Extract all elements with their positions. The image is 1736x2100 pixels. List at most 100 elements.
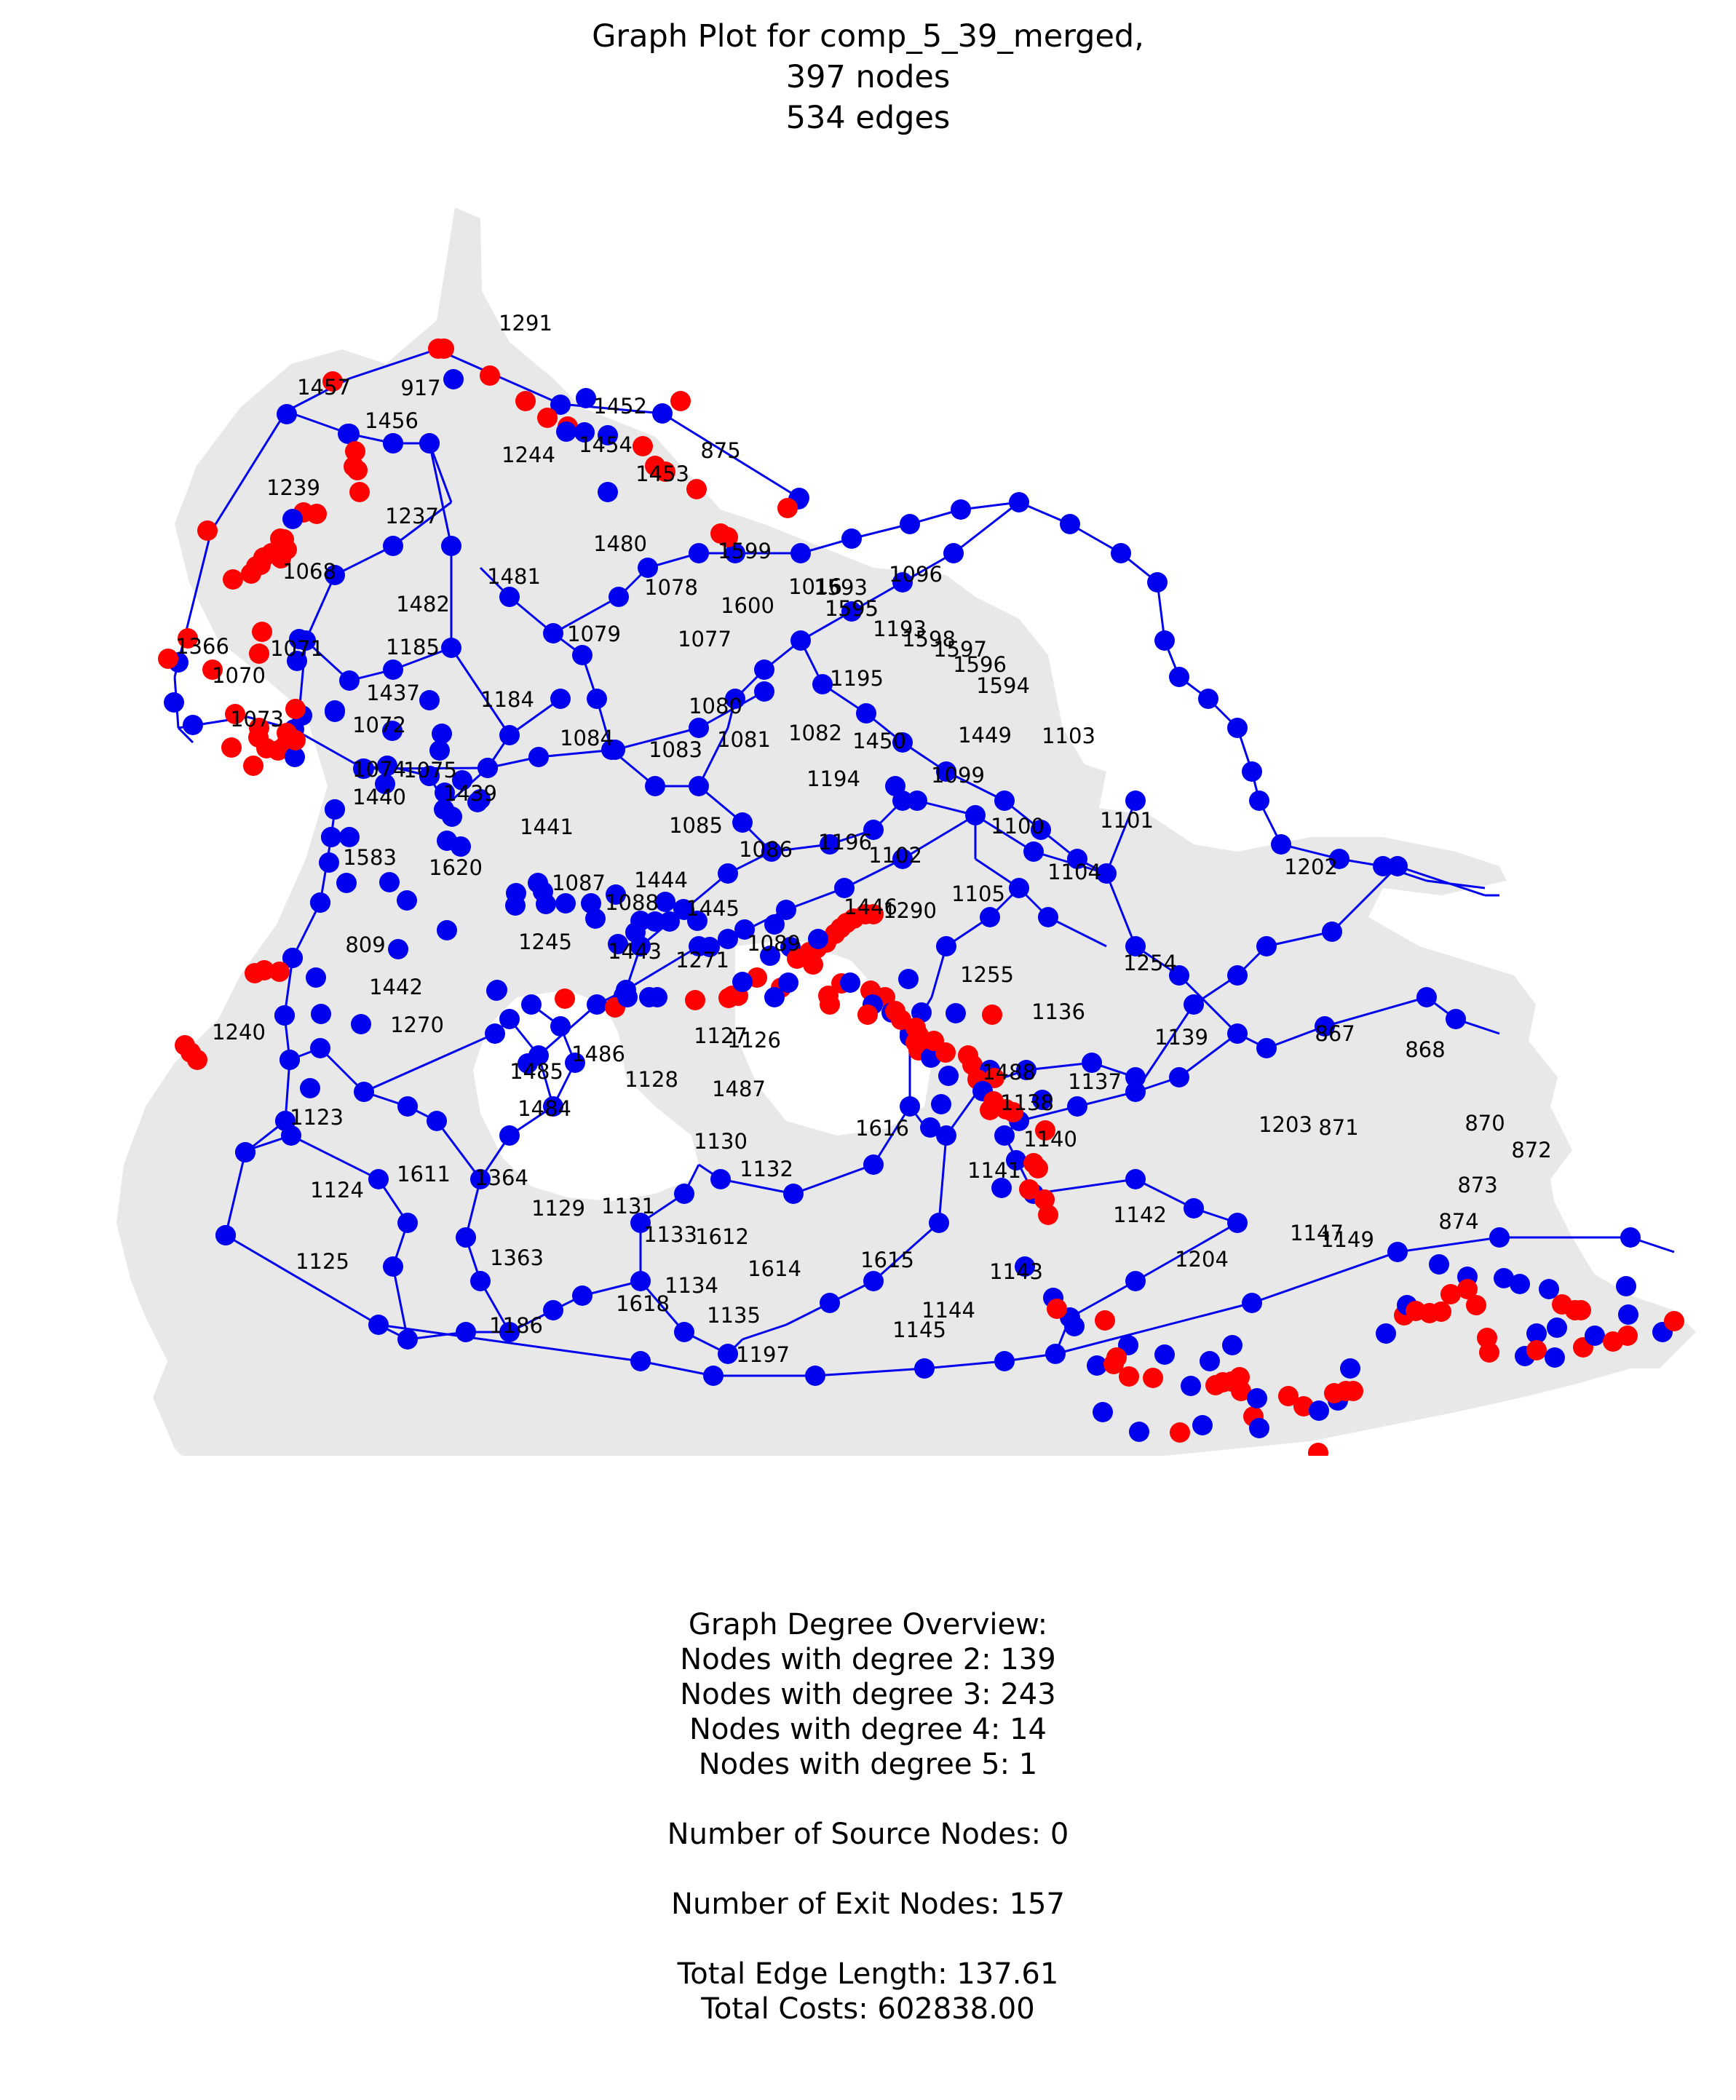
- internal-node: [282, 509, 303, 529]
- graph-edge: [946, 770, 1005, 802]
- internal-node: [339, 827, 360, 847]
- graph-edge: [1397, 1236, 1500, 1253]
- exit-node: [1095, 1310, 1115, 1331]
- internal-node: [388, 939, 408, 959]
- internal-node: [274, 1005, 295, 1026]
- internal-node: [778, 972, 798, 993]
- internal-node: [280, 1050, 300, 1070]
- stats-degree-3: Nodes with degree 3: 243: [680, 1678, 1056, 1711]
- internal-node: [645, 776, 665, 796]
- internal-node: [287, 651, 307, 671]
- internal-node: [429, 740, 450, 761]
- internal-node: [606, 884, 626, 905]
- graph-edge: [1178, 974, 1239, 1035]
- internal-node: [892, 732, 913, 753]
- internal-node: [427, 1111, 447, 1131]
- node-label: 1196: [818, 830, 872, 855]
- graph-edge: [815, 1367, 925, 1377]
- internal-node: [397, 1329, 418, 1350]
- exit-node: [223, 569, 243, 590]
- graph-edge: [742, 1323, 787, 1341]
- exit-node: [1035, 1120, 1055, 1141]
- internal-node: [289, 629, 309, 649]
- graph-edge: [662, 412, 800, 499]
- internal-node: [383, 536, 403, 556]
- internal-node: [898, 969, 919, 989]
- node-label: 1595: [825, 596, 879, 621]
- internal-node: [585, 908, 606, 929]
- graph-edge: [953, 501, 1020, 555]
- internal-node: [1315, 1016, 1335, 1037]
- internal-node: [383, 1256, 403, 1277]
- internal-node: [938, 1066, 959, 1086]
- node-label: 1077: [678, 627, 732, 651]
- internal-node: [638, 558, 658, 578]
- internal-node: [687, 911, 708, 931]
- exit-node: [225, 704, 245, 724]
- node-label: 870: [1464, 1111, 1505, 1136]
- graph-nodes: [158, 338, 1684, 1456]
- internal-node: [1125, 1067, 1146, 1087]
- node-label: 1593: [814, 575, 868, 600]
- internal-node: [499, 725, 520, 745]
- internal-node: [601, 740, 622, 760]
- internal-node: [703, 1366, 724, 1386]
- internal-node: [1032, 1090, 1053, 1110]
- internal-node: [528, 747, 549, 767]
- graph-title: Graph Plot for comp_5_39_merged, 397 nod…: [0, 16, 1736, 138]
- internal-node: [383, 659, 403, 680]
- internal-node: [1125, 791, 1146, 811]
- node-label: 1133: [643, 1222, 697, 1247]
- internal-node: [282, 948, 303, 968]
- stats-spacer-3: [0, 1922, 1736, 1957]
- internal-node: [1006, 1150, 1026, 1170]
- graph-edge: [720, 1178, 794, 1195]
- internal-node: [647, 987, 667, 1007]
- exit-node: [187, 1050, 207, 1070]
- exit-node: [1278, 1386, 1299, 1406]
- node-label: 1086: [739, 837, 793, 862]
- internal-node: [673, 899, 694, 919]
- node-label: 1596: [953, 652, 1007, 677]
- internal-node: [382, 721, 403, 741]
- graph-edge: [435, 1120, 482, 1180]
- internal-node: [834, 878, 855, 898]
- internal-node: [1616, 1276, 1636, 1296]
- stats-source-nodes: Number of Source Nodes: 0: [667, 1818, 1069, 1851]
- exit-node: [269, 962, 290, 982]
- internal-node: [325, 799, 345, 820]
- internal-node: [368, 1169, 389, 1189]
- internal-node: [699, 937, 720, 957]
- node-label: 1454: [579, 432, 633, 457]
- stats-spacer-1: [0, 1782, 1736, 1817]
- internal-node: [1620, 1227, 1641, 1248]
- internal-node: [863, 820, 884, 840]
- node-label: 1068: [282, 559, 336, 584]
- internal-node: [321, 827, 341, 847]
- exit-node: [202, 659, 223, 680]
- internal-node: [543, 1300, 563, 1320]
- internal-node: [1192, 1415, 1213, 1435]
- node-label: 1480: [593, 531, 647, 556]
- internal-node: [379, 872, 400, 892]
- node-label: 1441: [520, 815, 574, 839]
- graph-edge: [625, 945, 699, 991]
- exit-node: [252, 622, 272, 642]
- graph-edge: [924, 1360, 1005, 1370]
- internal-node: [485, 1023, 505, 1044]
- internal-node: [907, 791, 927, 811]
- graph-edge: [1105, 873, 1137, 947]
- exit-node: [555, 988, 575, 1009]
- internal-node: [397, 890, 417, 911]
- internal-node: [521, 994, 542, 1015]
- node-label: 1074: [352, 757, 406, 782]
- stats-exit-nodes: Number of Exit Nodes: 157: [671, 1887, 1065, 1921]
- node-label: 1140: [1023, 1127, 1077, 1152]
- graph-edge: [640, 1360, 714, 1377]
- exit-node: [221, 737, 242, 758]
- stats-total-edge-length: Total Edge Length: 137.61: [677, 1957, 1059, 1991]
- internal-node: [486, 980, 507, 1001]
- internal-node: [1060, 514, 1080, 534]
- node-label: 1138: [1000, 1090, 1054, 1115]
- internal-node: [1247, 1388, 1267, 1408]
